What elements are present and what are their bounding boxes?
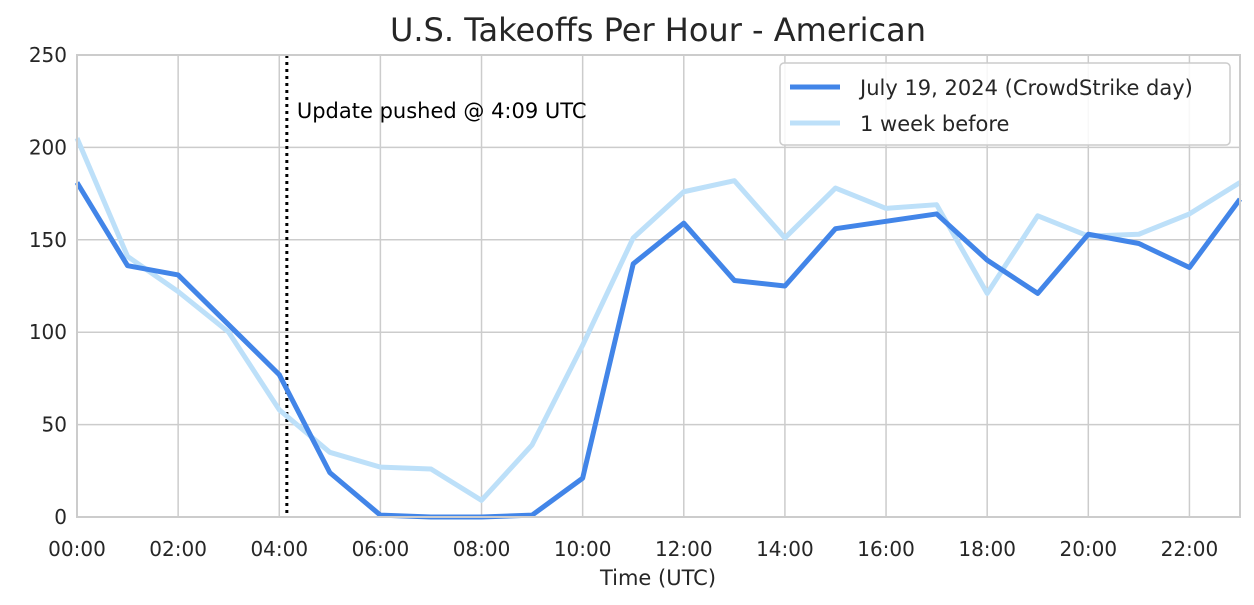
legend-label-1: 1 week before xyxy=(860,112,1009,136)
x-tick-label: 08:00 xyxy=(453,537,511,561)
x-tick-label: 04:00 xyxy=(250,537,308,561)
annotation: Update pushed @ 4:09 UTC xyxy=(285,55,587,517)
y-tick-labels: 0 50 100 150 200 250 xyxy=(29,43,67,529)
chart-title: U.S. Takeoffs Per Hour - American xyxy=(390,11,926,49)
plot-frame xyxy=(76,54,1241,518)
legend-label-0: July 19, 2024 (CrowdStrike day) xyxy=(858,76,1193,100)
y-tick-label: 250 xyxy=(29,43,67,67)
y-tick-label: 200 xyxy=(29,135,67,159)
x-tick-label: 02:00 xyxy=(149,537,207,561)
x-tick-label: 20:00 xyxy=(1059,537,1117,561)
x-tick-label: 16:00 xyxy=(857,537,915,561)
annotation-text: Update pushed @ 4:09 UTC xyxy=(297,99,587,123)
x-tick-label: 14:00 xyxy=(756,537,814,561)
legend-box xyxy=(779,62,1231,146)
x-tick-label: 18:00 xyxy=(958,537,1016,561)
x-tick-label: 10:00 xyxy=(554,537,612,561)
series-line-1 xyxy=(74,137,1242,503)
x-tick-label: 06:00 xyxy=(352,537,410,561)
series-lines xyxy=(74,137,1243,520)
x-axis-label: Time (UTC) xyxy=(599,566,716,590)
x-tick-label: 12:00 xyxy=(655,537,713,561)
series-line-0 xyxy=(74,181,1243,520)
x-tick-label: 22:00 xyxy=(1161,537,1219,561)
y-tick-label: 100 xyxy=(29,320,67,344)
x-tick-label: 00:00 xyxy=(48,537,106,561)
y-tick-label: 50 xyxy=(42,413,67,437)
y-tick-label: 0 xyxy=(54,505,67,529)
legend: July 19, 2024 (CrowdStrike day) 1 week be… xyxy=(779,62,1231,146)
x-tick-labels: 00:00 02:00 04:00 06:00 08:00 10:00 12:00 14:00… xyxy=(48,537,1218,561)
y-tick-label: 150 xyxy=(29,228,67,252)
